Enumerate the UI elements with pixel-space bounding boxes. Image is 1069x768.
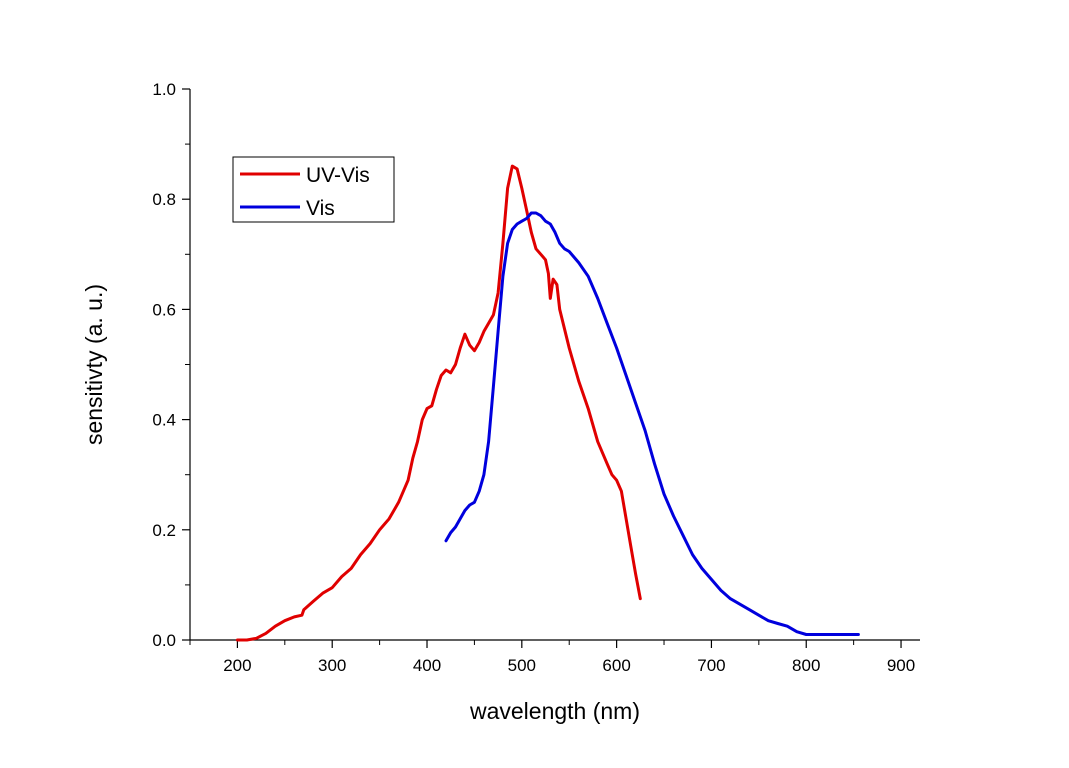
x-tick-label: 900 [887,656,915,675]
x-tick-label: 600 [602,656,630,675]
y-tick-label: 0.4 [152,411,176,430]
x-tick-label: 200 [223,656,251,675]
legend-box [232,156,395,223]
axes: 200 300 400 500 600 700 800 900 0.0 0.2 0.4 0.6 0.8 1… [152,80,920,675]
legend-label-uv-vis: UV-Vis [306,164,370,187]
legend-label-vis: Vis [306,197,335,220]
x-tick-label: 700 [697,656,725,675]
series-line-vis [444,211,860,636]
labels-layer: wavelength (nm) sensitivty (a. u.) [81,284,640,724]
y-tick-label: 0.6 [152,300,176,319]
y-tick-label: 1.0 [152,80,176,99]
x-tick-label: 500 [508,656,536,675]
y-axis-title: sensitivty (a. u.) [81,284,107,445]
y-tick-label: 0.2 [152,521,176,540]
x-tick-label: 400 [413,656,441,675]
y-tick-label: 0.8 [152,190,176,209]
x-axis-title: wavelength (nm) [469,698,640,724]
x-tick-label: 300 [318,656,346,675]
series-line-uv-vis [235,164,642,642]
legend: UV-Vis Vis [232,156,395,223]
series-layer [235,164,860,642]
x-tick-label: 800 [792,656,820,675]
y-tick-label: 0.0 [152,631,176,650]
